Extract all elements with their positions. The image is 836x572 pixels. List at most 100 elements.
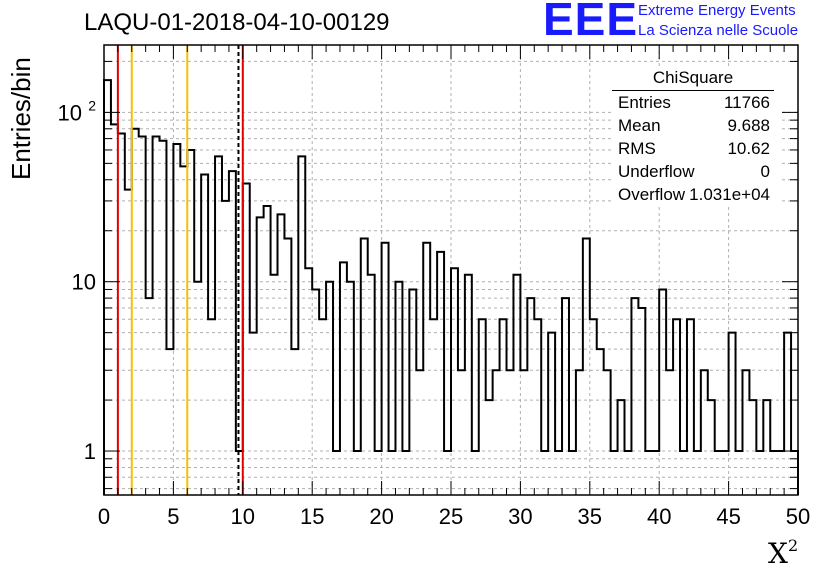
histogram-bin	[562, 298, 569, 495]
histogram-bin	[701, 370, 708, 495]
histogram-bin	[187, 150, 194, 495]
stats-key: RMS	[618, 139, 656, 158]
histogram-bin	[729, 333, 736, 495]
stats-row-mean: Mean 9.688	[612, 114, 780, 137]
histogram-bin	[340, 262, 347, 495]
histogram-bin	[361, 238, 368, 495]
y-tick-exponent: 2	[88, 97, 96, 113]
histogram-bin	[146, 298, 153, 495]
histogram-bin	[590, 319, 597, 495]
histogram-bin	[479, 319, 486, 495]
x-axis-superscript: 2	[787, 536, 799, 555]
stats-key: Underflow	[618, 162, 695, 181]
y-tick-label: 10	[58, 100, 82, 125]
stats-key: Entries	[618, 93, 671, 112]
histogram-bin	[576, 370, 583, 495]
stats-value: 1.031e+04	[689, 185, 770, 204]
histogram-bin	[507, 370, 514, 495]
histogram-bin	[319, 319, 326, 495]
histogram-bin	[486, 400, 493, 495]
x-tick-label: 25	[439, 504, 463, 529]
histogram-bin	[395, 282, 402, 495]
histogram-bin	[250, 333, 257, 495]
logo-line-1: Extreme Energy Events	[638, 2, 796, 19]
axis-ticks: 0 5 10 15 20 25 30 35 40 45 50 1 10 10 2	[58, 45, 810, 529]
x-axis-symbol: X	[768, 537, 788, 570]
y-tick-label: 1	[84, 439, 96, 464]
histogram-bin	[104, 80, 111, 495]
stats-title: ChiSquare	[612, 66, 774, 91]
histogram-bin	[687, 319, 694, 495]
histogram-bin	[784, 333, 791, 495]
histogram-bin	[749, 400, 756, 495]
histogram-bin	[208, 319, 215, 495]
histogram-bin	[742, 370, 749, 495]
histogram-bin	[416, 370, 423, 495]
histogram-bin	[520, 370, 527, 495]
stats-row-entries: Entries 11766	[612, 91, 780, 114]
histogram-bin	[430, 319, 437, 495]
x-axis-label: X2	[768, 536, 798, 570]
x-tick-label: 45	[716, 504, 740, 529]
stats-row-rms: RMS 10.62	[612, 137, 780, 160]
y-axis-label: Entries/bin	[6, 57, 36, 180]
histogram-bin	[423, 243, 430, 495]
stats-value: 9.688	[727, 116, 770, 135]
histogram-bin	[139, 137, 146, 495]
histogram-bin	[194, 282, 201, 495]
run-title: LAQU-01-2018-04-10-00129	[84, 9, 390, 36]
histogram-bin	[166, 349, 173, 495]
histogram-bin	[382, 243, 389, 495]
histogram-bin	[291, 349, 298, 495]
reference-lines	[116, 45, 244, 495]
histogram-bin	[347, 282, 354, 495]
histogram-bin	[451, 268, 458, 495]
histogram-bin	[618, 400, 625, 495]
stats-key: Overflow	[618, 185, 686, 204]
stats-value: 10.62	[727, 139, 770, 158]
histogram-bin	[638, 308, 645, 495]
eee-logo: EEE	[543, 0, 639, 45]
y-tick-label: 10	[72, 270, 96, 295]
histogram-bin	[493, 370, 500, 495]
x-tick-label: 0	[98, 504, 110, 529]
histogram-bin	[708, 400, 715, 495]
histogram-bin	[132, 129, 139, 495]
x-tick-label: 15	[300, 504, 324, 529]
histogram-bin	[527, 298, 534, 495]
histogram-bin	[548, 333, 555, 495]
histogram-bin	[125, 190, 132, 495]
histogram-bin	[284, 238, 291, 495]
histogram-bin	[534, 319, 541, 495]
x-tick-label: 35	[578, 504, 602, 529]
histogram	[103, 79, 799, 495]
histogram-bin	[604, 370, 611, 495]
histogram-bin	[278, 214, 285, 495]
histogram-bin	[180, 166, 187, 495]
histogram-bin	[264, 206, 271, 495]
histogram-bin	[305, 268, 312, 495]
histogram-bin	[160, 141, 167, 495]
histogram-bin	[631, 298, 638, 495]
histogram-bin	[215, 156, 222, 495]
stats-row-overflow: Overflow 1.031e+04	[612, 183, 780, 206]
histogram-bin	[201, 174, 208, 495]
stats-box: ChiSquare Entries 11766 Mean 9.688 RMS 10.6…	[612, 66, 780, 206]
x-tick-label: 20	[369, 504, 393, 529]
histogram-bin	[583, 238, 590, 495]
histogram-bin	[659, 289, 666, 495]
x-tick-label: 5	[167, 504, 179, 529]
histogram-bin	[500, 319, 507, 495]
histogram-bin	[298, 156, 305, 495]
histogram-bin	[153, 137, 160, 495]
histogram-bin	[409, 289, 416, 495]
stats-key: Mean	[618, 116, 661, 135]
x-tick-label: 50	[786, 504, 810, 529]
stats-value: 0	[760, 162, 770, 181]
histogram-bin	[458, 370, 465, 495]
histogram-bin	[763, 400, 770, 495]
x-tick-label: 40	[647, 504, 671, 529]
stats-value: 11766	[723, 93, 770, 112]
stats-row-underflow: Underflow 0	[612, 160, 780, 183]
histogram-bin	[312, 289, 319, 495]
